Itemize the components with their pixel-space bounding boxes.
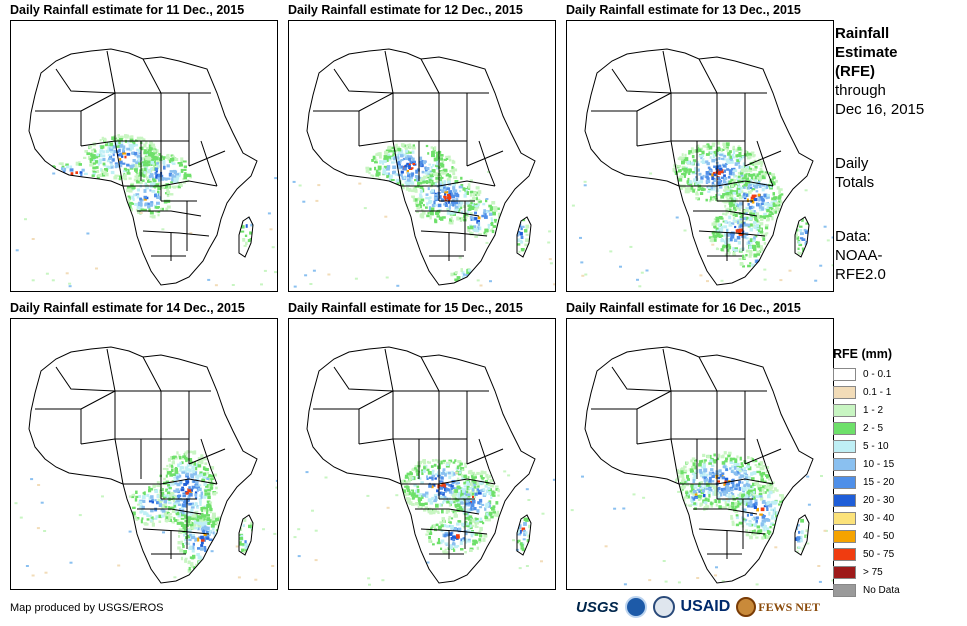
legend-title: RFE (mm) bbox=[833, 347, 893, 361]
legend-label: 10 - 15 bbox=[863, 459, 895, 470]
through-date: through Dec 16, 2015 bbox=[835, 82, 925, 118]
legend-swatch bbox=[833, 476, 856, 489]
africa-map-graphic bbox=[570, 346, 833, 586]
ocean-rain bbox=[293, 470, 555, 586]
legend-label: 1 - 2 bbox=[863, 405, 884, 416]
rainfall-map bbox=[566, 318, 834, 590]
country-borders bbox=[28, 48, 258, 286]
data-source: Data: NOAA- RFE2.0 bbox=[835, 228, 886, 283]
panel-title: Daily Rainfall estimate for 16 Dec., 201… bbox=[566, 301, 801, 315]
legend-rows: 0 - 0.1 0.1 - 1 1 - 2 2 - 5 5 - 10 10 - 15 15 … bbox=[833, 367, 963, 599]
legend-label: 0 - 0.1 bbox=[863, 369, 892, 380]
legend-label: 15 - 20 bbox=[863, 477, 895, 488]
legend-label: 20 - 30 bbox=[863, 495, 895, 506]
legend-item: 2 - 5 bbox=[833, 421, 963, 437]
legend-label: 5 - 10 bbox=[863, 441, 889, 452]
rain-field bbox=[38, 134, 257, 246]
rain-field bbox=[126, 450, 257, 583]
rfe-legend: RFE (mm) 0 - 0.1 0.1 - 1 1 - 2 2 - 5 5 - 10 1… bbox=[833, 347, 963, 601]
sidebar-title: Rainfall Estimate (RFE) bbox=[835, 25, 898, 80]
legend-item: 20 - 30 bbox=[833, 493, 963, 509]
legend-swatch bbox=[833, 512, 856, 525]
legend-swatch bbox=[833, 494, 856, 507]
legend-item: 1 - 2 bbox=[833, 403, 963, 419]
noaa-logo bbox=[624, 596, 647, 618]
panel-title: Daily Rainfall estimate for 12 Dec., 201… bbox=[288, 3, 523, 17]
fews-net-logo: FEWS NET bbox=[736, 597, 820, 617]
ocean-rain bbox=[571, 172, 833, 288]
map-panel-15-dec: Daily Rainfall estimate for 15 Dec., 201… bbox=[288, 301, 556, 591]
rainfall-map bbox=[288, 318, 556, 590]
legend-swatch bbox=[833, 386, 856, 399]
rainfall-map bbox=[288, 20, 556, 292]
ocean-rain bbox=[570, 469, 833, 586]
legend-item: > 75 bbox=[833, 565, 963, 581]
totals-note: Daily Totals bbox=[835, 155, 875, 191]
africa-map-graphic bbox=[14, 346, 277, 584]
credit-text: Map produced by USGS/EROS bbox=[10, 602, 164, 614]
rain-field bbox=[365, 143, 530, 285]
rainfall-map bbox=[566, 20, 834, 292]
africa-map-graphic bbox=[571, 48, 833, 288]
legend-swatch bbox=[833, 422, 856, 435]
legend-label: 40 - 50 bbox=[863, 531, 895, 542]
legend-item: No Data bbox=[833, 583, 963, 599]
map-panel-13-dec: Daily Rainfall estimate for 13 Dec., 201… bbox=[566, 3, 834, 293]
country-borders bbox=[306, 48, 536, 286]
legend-item: 30 - 40 bbox=[833, 511, 963, 527]
legend-swatch bbox=[833, 458, 856, 471]
agency-logos: USGS USAID FEWS NET bbox=[576, 594, 820, 620]
legend-label: 0.1 - 1 bbox=[863, 387, 892, 398]
legend-item: 0 - 0.1 bbox=[833, 367, 963, 383]
legend-item: 40 - 50 bbox=[833, 529, 963, 545]
africa-map-graphic bbox=[293, 346, 555, 586]
panel-title: Daily Rainfall estimate for 14 Dec., 201… bbox=[10, 301, 245, 315]
legend-item: 5 - 10 bbox=[833, 439, 963, 455]
legend-label: 50 - 75 bbox=[863, 549, 895, 560]
legend-label: 30 - 40 bbox=[863, 513, 895, 524]
country-borders bbox=[584, 346, 814, 584]
legend-swatch bbox=[833, 584, 856, 597]
map-info-sidebar: Rainfall Estimate (RFE) through Dec 16, … bbox=[835, 24, 965, 284]
seal-logo bbox=[652, 596, 675, 618]
ocean-rain bbox=[15, 172, 277, 288]
legend-swatch bbox=[833, 368, 856, 381]
map-panel-12-dec: Daily Rainfall estimate for 12 Dec., 201… bbox=[288, 3, 556, 293]
legend-swatch bbox=[833, 530, 856, 543]
country-borders bbox=[28, 346, 258, 584]
map-panel-14-dec: Daily Rainfall estimate for 14 Dec., 201… bbox=[10, 301, 278, 591]
rain-field bbox=[674, 451, 810, 583]
rainfall-map bbox=[10, 318, 278, 590]
legend-item: 10 - 15 bbox=[833, 457, 963, 473]
fews-seal-icon bbox=[736, 597, 757, 617]
map-panel-11-dec: Daily Rainfall estimate for 11 Dec., 201… bbox=[10, 3, 278, 293]
legend-swatch bbox=[833, 548, 856, 561]
panel-title: Daily Rainfall estimate for 15 Dec., 201… bbox=[288, 301, 523, 315]
country-borders bbox=[306, 346, 536, 584]
africa-map-graphic bbox=[15, 48, 277, 288]
africa-map-graphic bbox=[292, 48, 555, 288]
legend-swatch bbox=[833, 566, 856, 579]
panel-title: Daily Rainfall estimate for 11 Dec., 201… bbox=[10, 3, 245, 17]
panel-title: Daily Rainfall estimate for 13 Dec., 201… bbox=[566, 3, 801, 17]
legend-swatch bbox=[833, 440, 856, 453]
legend-label: 2 - 5 bbox=[863, 423, 884, 434]
usgs-logo: USGS bbox=[576, 598, 619, 616]
usaid-logo: USAID bbox=[680, 598, 731, 615]
ocean-rain bbox=[292, 171, 555, 288]
rainfall-map bbox=[10, 20, 278, 292]
legend-label: No Data bbox=[863, 585, 900, 596]
legend-item: 15 - 20 bbox=[833, 475, 963, 491]
legend-item: 50 - 75 bbox=[833, 547, 963, 563]
legend-label: > 75 bbox=[863, 567, 883, 578]
country-borders bbox=[584, 48, 814, 286]
ocean-rain bbox=[14, 478, 277, 581]
legend-item: 0.1 - 1 bbox=[833, 385, 963, 401]
map-panel-16-dec: Daily Rainfall estimate for 16 Dec., 201… bbox=[566, 301, 834, 591]
legend-swatch bbox=[833, 404, 856, 417]
